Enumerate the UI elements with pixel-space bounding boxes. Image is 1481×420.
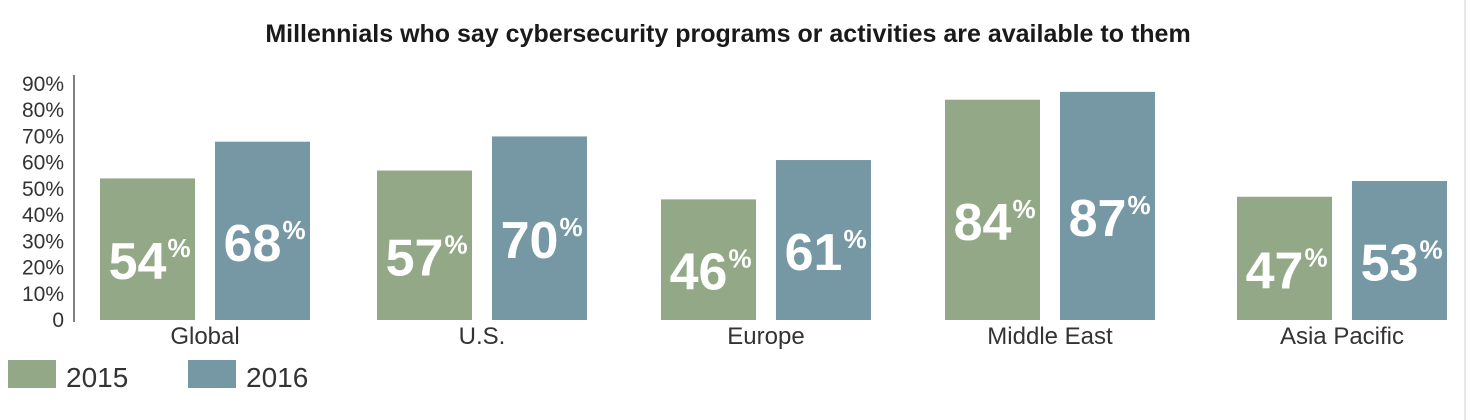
legend-swatch-2016 <box>188 360 236 388</box>
bar-value-suffix: % <box>445 229 468 259</box>
legend-label-2015: 2015 <box>66 362 128 393</box>
bar-2016-middle-east <box>1060 91 1155 320</box>
bar-2016-global <box>215 141 310 320</box>
bar-value-suffix: % <box>168 233 191 263</box>
bar-value-suffix: % <box>729 244 752 274</box>
y-tick-label: 0 <box>52 309 64 332</box>
bars: 54% 68% 57% 70 %46% 61% 84% 87 %47% 53% <box>100 91 1447 320</box>
bar-2016-asia-pacific <box>1352 181 1447 320</box>
bar-2016-u-s <box>492 136 587 320</box>
y-tick-label: 10% <box>22 283 64 306</box>
category-label: Europe <box>727 323 804 350</box>
bar-value-label: 70 <box>501 212 559 270</box>
bar-value-label: 54 <box>109 233 167 291</box>
bar-value-suffix: % <box>1013 194 1036 224</box>
bar-2015-europe <box>661 199 756 320</box>
category-label: Middle East <box>987 323 1113 350</box>
bar-value-label: 46 <box>670 244 728 302</box>
bar-value-label: 47 <box>1246 242 1304 300</box>
y-tick-label: 60% <box>22 152 64 175</box>
bar-2015-u-s <box>377 170 472 320</box>
bar-value-label: 61 <box>785 224 843 282</box>
y-tick-label: 90% <box>22 73 64 96</box>
category-labels: Global U.S. Europe Middle East Asia Pacific <box>170 323 1404 350</box>
y-tick-label: 20% <box>22 257 64 280</box>
legend-label-2016: 2016 <box>246 362 308 393</box>
category-label: Asia Pacific <box>1280 323 1404 350</box>
y-axis-ticks: 0 10% 20% 30% 40% 50% 60% 70% 80% 90% <box>22 73 64 332</box>
y-tick-label: 40% <box>22 204 64 227</box>
y-tick-label: 50% <box>22 178 64 201</box>
legend: 2015 2016 <box>8 360 308 393</box>
bar-value-suffix: % <box>1420 235 1443 265</box>
y-tick-label: 80% <box>22 99 64 122</box>
chart-title: Millennials who say cybersecurity progra… <box>265 20 1190 48</box>
bar-value-suffix: % <box>560 212 583 242</box>
bar-2015-global <box>100 178 195 320</box>
bar-value-suffix: % <box>283 215 306 245</box>
bar-value-label: 84 <box>954 194 1012 252</box>
category-label: Global <box>170 323 239 350</box>
bar-value-suffix: % <box>1305 242 1328 272</box>
bar-value-label: 68 <box>224 215 282 273</box>
bar-value-label: 87 <box>1069 190 1127 248</box>
bar-value-suffix: % <box>844 224 867 254</box>
bar-2015-asia-pacific <box>1237 196 1332 320</box>
y-tick-label: 70% <box>22 125 64 148</box>
legend-swatch-2015 <box>8 360 56 388</box>
bar-value-label: 57 <box>386 229 444 287</box>
y-tick-label: 30% <box>22 230 64 253</box>
bar-2015-middle-east <box>945 99 1040 320</box>
bar-value-suffix: % <box>1128 190 1151 220</box>
category-label: U.S. <box>459 323 506 350</box>
bar-2016-europe <box>776 160 871 320</box>
bar-value-label: 53 <box>1361 235 1419 293</box>
